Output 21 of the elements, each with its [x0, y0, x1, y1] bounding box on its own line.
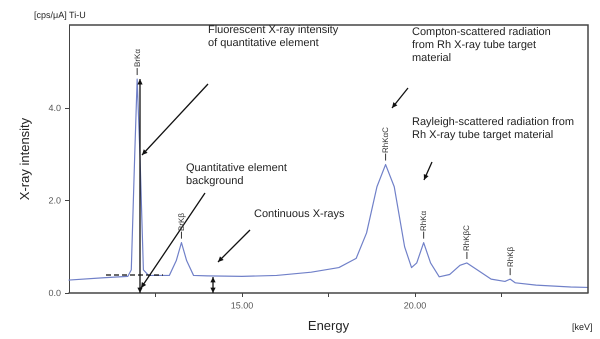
y-tick-label: 2.0 — [48, 196, 61, 206]
annotation: Rayleigh-scattered radiation from Rh X-ray tube target material — [412, 116, 576, 142]
annotation: Continuous X-rays — [254, 208, 346, 221]
y-axis-title: X-ray intensity — [17, 117, 32, 200]
annotation: Quantitative element background — [186, 162, 288, 188]
annotation: RhKαC — [381, 126, 390, 153]
annotation: RhKα — [419, 210, 428, 231]
annotation: RhKβ — [506, 246, 515, 268]
annotation: RhKβC — [462, 225, 472, 251]
annotation: BrKβ — [176, 212, 186, 231]
y-tick-label: 4.0 — [48, 103, 61, 114]
x-axis-title: Energy — [308, 318, 350, 333]
annotation: Fluorescent X-ray intensity of quantitative element — [208, 24, 340, 50]
line-series — [68, 78, 589, 288]
x-tick-label: 20.00 — [404, 300, 426, 310]
annotation: Compton-scattered radiation from Rh X-ray tube target material — [412, 26, 552, 65]
annotation: BrKα — [132, 49, 142, 68]
y-tick-label: 0.0 — [48, 288, 61, 298]
text: [keV] — [572, 321, 593, 334]
text: [cps/μA] Ti-U — [34, 9, 86, 22]
x-tick-label: 15.00 — [230, 300, 254, 310]
